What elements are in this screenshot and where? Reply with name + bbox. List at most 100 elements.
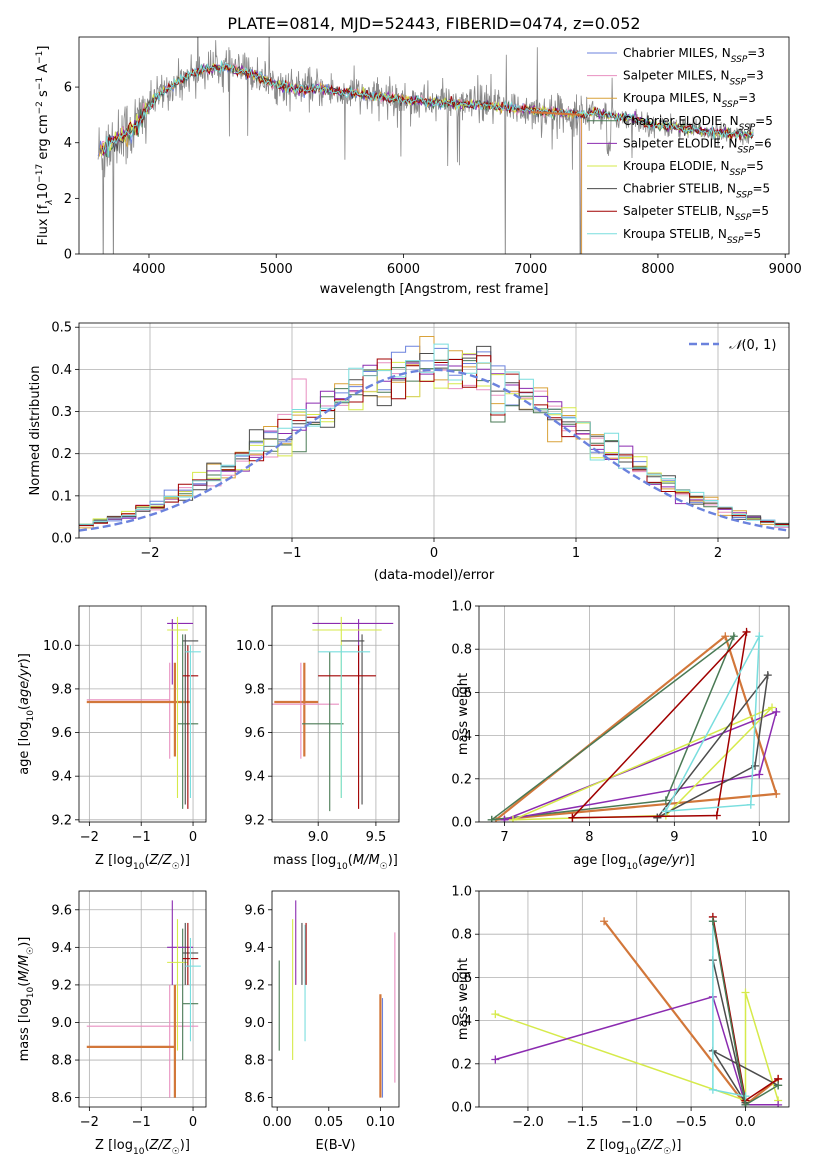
weight-marker-kroupa_stelib [741, 1092, 750, 1101]
weight-marker-kroupa_elodie [508, 815, 517, 822]
y-axis-label: Normed distribution [28, 366, 43, 496]
legend-label-salpeter_stelib: Salpeter STELIB, NSSP=5 [623, 204, 769, 223]
x-tick-label: 8 [585, 830, 593, 845]
y-tick-label: 8.6 [51, 1091, 72, 1106]
y-tick-label: 0 [64, 248, 72, 263]
panel-massweight_vs_age: 7 8 9 10 0.0 0.2 0.4 0.6 0.8 1.0 age [log10(age/yr… [451, 600, 790, 872]
y-tick-label: 9.2 [51, 813, 72, 828]
weight-marker-salpeter_elodie [774, 1100, 783, 1107]
x-tick-label: 0.0 [735, 1115, 756, 1130]
x-tick-label: 10 [751, 830, 768, 845]
weight-line-kroupa_stelib [665, 635, 761, 812]
x-tick-label: 0 [430, 546, 438, 561]
x-tick-label: −2 [80, 830, 99, 845]
weight-marker-salpeter_stelib [568, 813, 577, 822]
panel-residual_histogram: −2 −1 0 1 2 0.0 0.1 0.2 0.3 0.4 0.5 𝒩(0, 1) (data-mo… [28, 321, 790, 583]
y-tick-label: 1.0 [451, 600, 472, 615]
x-axis-label: age [log10(age/yr)] [573, 853, 695, 872]
plot-area [479, 891, 789, 1107]
x-tick-label: 6000 [387, 262, 420, 277]
x-tick-label: −1 [132, 1115, 151, 1130]
y-tick-label: 0.4 [451, 1014, 472, 1029]
legend-label-salpeter_miles: Salpeter MILES, NSSP=3 [623, 69, 764, 88]
weight-line-chabrier_elodie [491, 633, 736, 821]
plot-area [79, 891, 206, 1107]
weight-marker-kroupa_elodie [768, 703, 777, 712]
x-tick-label: 8000 [641, 262, 674, 277]
histogram-kroupa_elodie [79, 353, 789, 526]
weight-marker-kroupa_elodie [491, 1010, 500, 1019]
x-tick-label: 9000 [769, 262, 802, 277]
best-fit-line [530, 111, 582, 116]
x-tick-label: −1.5 [567, 1115, 599, 1130]
y-tick-label: 9.6 [51, 903, 72, 918]
weight-marker-kroupa_stelib [755, 632, 764, 641]
x-tick-label: 0.00 [263, 1115, 292, 1130]
y-tick-label: 0.8 [451, 928, 472, 943]
y-tick-label: 9.2 [244, 978, 265, 993]
weight-marker-salpeter_elodie [772, 707, 781, 716]
weight-marker-salpeter_stelib [742, 627, 751, 636]
weight-marker-kroupa_stelib [708, 1085, 717, 1094]
x-tick-label: 0.10 [366, 1115, 395, 1130]
x-tick-label: −1 [132, 830, 151, 845]
x-tick-label: 9.5 [366, 830, 387, 845]
panel-spectrum: 4000 5000 6000 7000 8000 9000 0 2 4 6 Chabrier MIL… [35, 36, 802, 297]
x-tick-label: 4000 [132, 262, 165, 277]
panel-age_vs_Z: −2 −1 0 9.2 9.4 9.6 9.8 10.0 Z [log10(Z/Z☉)] age … [17, 605, 207, 872]
x-tick-label: 9 [670, 830, 678, 845]
x-tick-label: 0 [189, 1115, 197, 1130]
x-tick-label: −0.5 [675, 1115, 707, 1130]
y-tick-label: 4 [64, 136, 72, 151]
legend-label-kroupa_elodie: Kroupa ELODIE, NSSP=5 [623, 159, 764, 178]
plot-area [97, 37, 754, 254]
x-tick-label: 5000 [260, 262, 293, 277]
model-line-kroupa_stelib [102, 60, 754, 158]
x-tick-label: 2 [714, 546, 722, 561]
x-tick-label: −1 [282, 546, 301, 561]
x-axis-label: Z [log10(Z/Z☉)] [95, 1138, 190, 1157]
weight-marker-chabrier_elodie [487, 815, 496, 822]
y-tick-label: 0.6 [451, 971, 472, 986]
y-tick-label: 0.4 [451, 729, 472, 744]
weight-marker-chabrier_elodie [741, 1100, 750, 1107]
y-tick-label: 0.0 [51, 532, 72, 547]
y-axis-label: Flux [fλ10−17 erg cm−2 s−1 A−1] [35, 46, 55, 246]
axes-frame [78, 322, 790, 539]
weight-line-salpeter_elodie [495, 995, 779, 1106]
weight-marker-kroupa_elodie [741, 988, 750, 997]
y-tick-label: 10.0 [43, 639, 72, 654]
y-tick-label: 6 [64, 81, 72, 96]
x-tick-label: 0 [189, 830, 197, 845]
y-tick-label: 9.6 [51, 726, 72, 741]
weight-marker-salpeter_elodie [755, 770, 764, 779]
legend-label-chabrier_stelib: Chabrier STELIB, NSSP=5 [623, 182, 770, 201]
plot-area [272, 606, 399, 822]
x-tick-label: −1.0 [621, 1115, 653, 1130]
weight-line-chabrier_stelib [656, 672, 769, 819]
axes-frame [78, 36, 790, 255]
y-tick-label: 0.3 [51, 405, 72, 420]
weight-marker-chabrier_elodie [729, 632, 738, 641]
y-tick-label: 9.8 [244, 682, 265, 697]
plot-area [278, 900, 396, 1098]
x-axis-label: (data-model)/error [374, 568, 495, 583]
panel-mass_vs_Z: −2 −1 0 8.6 8.8 9.0 9.2 9.4 9.6 Z [log10(Z/Z☉)] ma… [17, 890, 207, 1157]
y-tick-label: 8.8 [244, 1054, 265, 1069]
panel-age_vs_mass: 9.0 9.5 9.2 9.4 9.6 9.8 10.0 mass [log10(M/M☉)] [236, 605, 400, 872]
x-tick-label: 7000 [514, 262, 547, 277]
y-tick-label: 9.2 [244, 813, 265, 828]
weight-line-salpeter_stelib [571, 629, 748, 819]
axes-frame [478, 605, 790, 823]
y-tick-label: 1.0 [451, 885, 472, 900]
weight-line-chabrier_stelib [710, 959, 779, 1104]
y-tick-label: 9.4 [244, 770, 265, 785]
legend-label-normal: 𝒩(0, 1) [729, 338, 776, 353]
weight-marker-kroupa_stelib [746, 800, 755, 809]
weight-marker-chabrier_elodie [708, 917, 717, 926]
x-axis-label: E(B-V) [315, 1138, 355, 1153]
figure-title: PLATE=0814, MJD=52443, FIBERID=0474, z=0… [227, 14, 640, 33]
y-tick-label: 9.4 [51, 941, 72, 956]
x-axis-label: mass [log10(M/M☉)] [273, 853, 398, 872]
weight-line-kroupa_elodie [495, 992, 779, 1102]
